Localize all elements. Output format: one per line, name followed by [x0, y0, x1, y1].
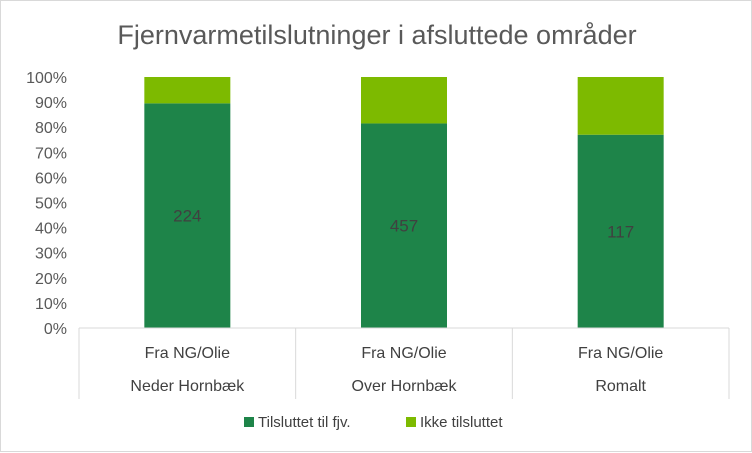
- bar-segment: [577, 134, 664, 328]
- x-category-label: Fra NG/Olie: [361, 345, 446, 362]
- y-tick-label: 100%: [26, 70, 67, 87]
- y-tick-label: 20%: [35, 271, 67, 288]
- bars-group: 224 457 117: [144, 77, 664, 328]
- legend: Tilsluttet til fjv. Ikke tilsluttet: [244, 414, 503, 431]
- data-label: 117: [607, 222, 634, 241]
- y-tick-label: 90%: [35, 95, 67, 112]
- legend-swatch: [406, 417, 416, 427]
- legend-swatch: [244, 417, 254, 427]
- y-tick-label: 40%: [35, 221, 67, 238]
- x-axis: Fra NG/Olie Neder Hornbæk Fra NG/Olie Over …: [78, 327, 730, 399]
- x-category-label: Fra NG/Olie: [145, 345, 230, 362]
- y-tick-label: 50%: [35, 196, 67, 213]
- y-tick-label: 80%: [35, 120, 67, 137]
- y-tick-label: 60%: [35, 170, 67, 187]
- y-tick-label: 10%: [35, 296, 67, 313]
- chart-title: Fjernvarmetilslutninger i afsluttede omr…: [117, 20, 636, 50]
- bar-segment: [577, 77, 664, 135]
- data-label: 457: [390, 217, 418, 236]
- bar-segment: [361, 77, 447, 124]
- x-group-label: Over Hornbæk: [352, 378, 458, 395]
- y-tick-label: 0%: [44, 321, 67, 338]
- y-tick-label: 30%: [35, 246, 67, 263]
- y-tick-label: 70%: [35, 145, 67, 162]
- bar-segment: [144, 77, 231, 104]
- x-group-label: Romalt: [595, 378, 646, 395]
- x-category-label: Fra NG/Olie: [578, 345, 663, 362]
- bar-segment: [144, 103, 231, 328]
- y-axis-ticks: 0% 10% 20% 30% 40% 50% 60% 70% 80% 90% 100%: [26, 70, 67, 338]
- legend-label: Ikke tilsluttet: [420, 414, 503, 431]
- bar-segment: [361, 123, 447, 328]
- data-label: 224: [173, 207, 201, 226]
- legend-label: Tilsluttet til fjv.: [258, 414, 351, 431]
- x-group-label: Neder Hornbæk: [130, 378, 245, 395]
